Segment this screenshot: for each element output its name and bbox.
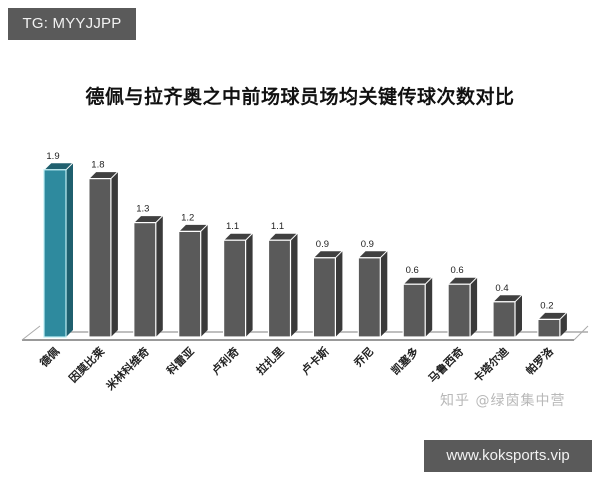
value-label: 0.2 <box>540 300 553 311</box>
chart-title: 德佩与拉齐奥之中前场球员场均关键传球次数对比 <box>85 86 515 108</box>
bar-5 <box>267 232 299 338</box>
bar-4 <box>222 232 254 338</box>
value-label: 1.1 <box>226 221 239 232</box>
bar-7 <box>357 250 389 338</box>
value-label: 1.1 <box>271 221 284 232</box>
value-label: 1.3 <box>136 204 149 215</box>
value-label: 0.9 <box>361 239 374 250</box>
value-label: 1.9 <box>46 151 59 162</box>
bar-11 <box>536 311 569 338</box>
tg-badge: TG: MYYJJPP <box>8 8 136 40</box>
site-url-badge: www.koksports.vip <box>424 440 592 472</box>
category-label: 凯塞多 <box>388 344 421 377</box>
bar-2 <box>132 215 165 338</box>
value-label: 0.4 <box>495 283 508 294</box>
bar-9 <box>446 276 479 338</box>
value-label: 0.6 <box>450 265 463 276</box>
value-label: 1.2 <box>181 212 194 223</box>
bar-10 <box>491 294 524 338</box>
bar-1 <box>87 171 120 338</box>
value-labels-group: 1.9 1.8 1.3 1.2 1.1 1.1 0.9 0.9 0.6 0.6 0.4 0.2 <box>46 151 553 312</box>
value-label: 0.6 <box>406 265 419 276</box>
category-label: 马鲁西奇 <box>425 344 466 385</box>
value-label: 0.9 <box>316 239 329 250</box>
zhihu-watermark: 知乎 @绿茵集中营 <box>440 393 566 409</box>
category-label: 帕罗洛 <box>523 344 557 378</box>
category-label: 因莫比莱 <box>66 344 107 385</box>
category-label: 卢卡斯 <box>298 344 331 377</box>
category-label: 卢利奇 <box>208 344 241 377</box>
bars-group <box>42 162 569 338</box>
category-label: 卡塔尔迪 <box>470 344 511 385</box>
category-label: 德佩 <box>36 344 62 370</box>
value-label: 1.8 <box>91 160 104 171</box>
bar-3 <box>177 223 209 338</box>
category-label: 拉扎里 <box>253 344 286 377</box>
bar-0 <box>42 162 75 338</box>
category-label: 乔尼 <box>350 344 376 370</box>
category-label: 米林科维奇 <box>102 344 151 393</box>
bar-8 <box>401 276 434 338</box>
category-label: 科雷亚 <box>164 344 197 377</box>
bar-6 <box>312 250 344 338</box>
